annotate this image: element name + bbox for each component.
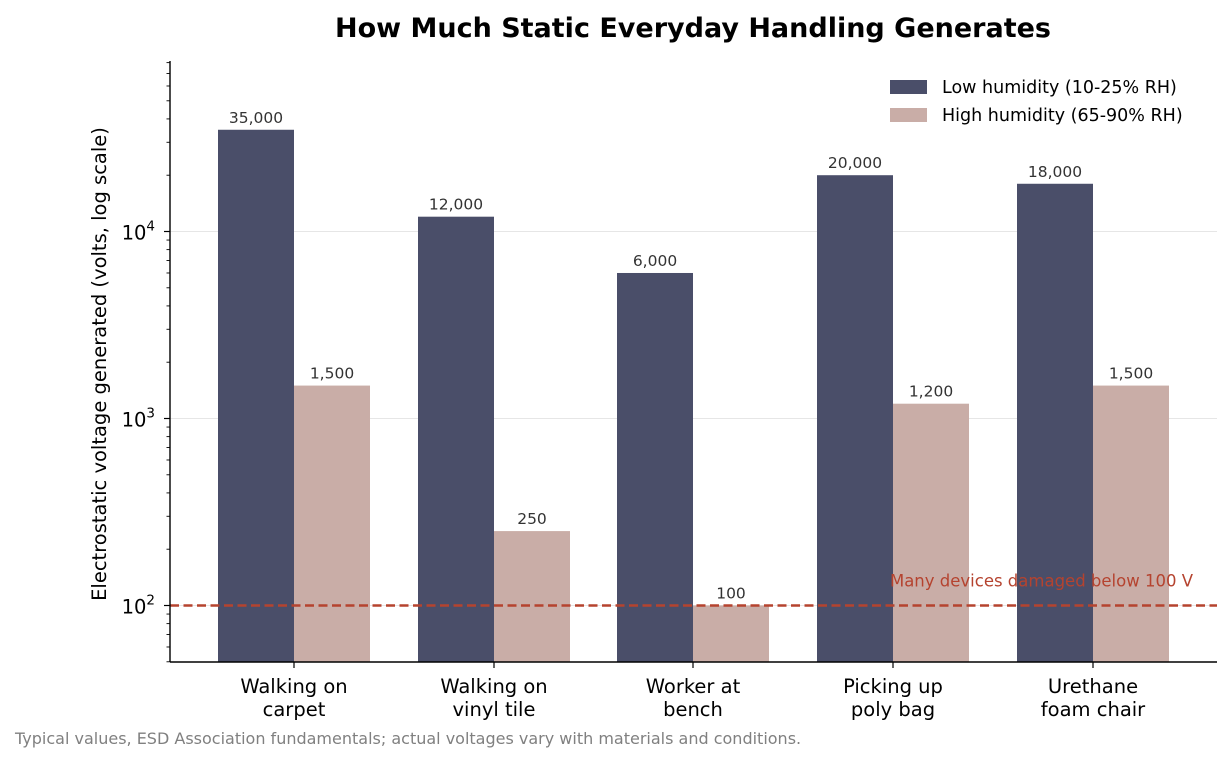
bar <box>494 531 570 662</box>
legend-swatch <box>890 108 927 122</box>
x-tick-label: foam chair <box>1041 698 1146 721</box>
bar <box>1017 183 1093 662</box>
bar <box>218 129 294 662</box>
data-label: 1,200 <box>909 383 953 401</box>
data-label: 100 <box>716 585 746 603</box>
y-tick-exponent: 4 <box>146 219 155 235</box>
x-tick-label: vinyl tile <box>453 698 536 721</box>
x-tick-label: Urethane <box>1048 675 1138 698</box>
data-label: 20,000 <box>828 154 882 172</box>
data-label: 1,500 <box>1109 365 1153 383</box>
x-tick-label: carpet <box>263 698 326 721</box>
data-label: 250 <box>517 510 547 528</box>
y-tick-base: 10 <box>122 409 147 432</box>
footnote: Typical values, ESD Association fundamen… <box>14 729 801 748</box>
bar <box>294 385 370 662</box>
data-labels: 35,000 12,000 6,000 20,000 18,000 1,500 250 100… <box>229 109 1153 603</box>
bars <box>218 129 1169 662</box>
legend-label: High humidity (65-90% RH) <box>942 106 1183 126</box>
data-label: 12,000 <box>429 196 483 214</box>
x-tick-label: Walking on <box>440 675 547 698</box>
y-tick-label: 102 <box>122 593 155 619</box>
y-tick-base: 10 <box>122 222 147 245</box>
y-tick-base: 10 <box>122 596 147 619</box>
bar <box>1093 385 1169 662</box>
chart-title: How Much Static Everyday Handling Genera… <box>335 13 1051 44</box>
data-label: 18,000 <box>1028 163 1082 181</box>
bar <box>817 175 893 662</box>
x-tick-label: Worker at <box>646 675 741 698</box>
data-label: 1,500 <box>310 365 354 383</box>
x-tick-label: Picking up <box>843 675 943 698</box>
reference-line-group: Many devices damaged below 100 V <box>170 572 1217 607</box>
y-tick-label: 104 <box>122 219 155 245</box>
x-tick-label: poly bag <box>851 698 935 721</box>
bar <box>418 216 494 662</box>
bar <box>693 605 769 662</box>
legend-swatch <box>890 80 927 94</box>
bar <box>893 403 969 662</box>
y-tick-exponent: 2 <box>146 593 155 609</box>
reference-line-label: Many devices damaged below 100 V <box>890 572 1194 591</box>
y-tick-label: 103 <box>122 406 155 432</box>
data-label: 6,000 <box>633 252 677 270</box>
bar <box>617 272 693 662</box>
data-label: 35,000 <box>229 109 283 127</box>
y-tick-exponent: 3 <box>146 406 155 422</box>
x-tick-label: Walking on <box>240 675 347 698</box>
x-tick-label: bench <box>663 698 723 721</box>
legend: Low humidity (10-25% RH) High humidity (6… <box>890 78 1183 126</box>
y-axis-label: Electrostatic voltage generated (volts, … <box>88 127 111 601</box>
legend-label: Low humidity (10-25% RH) <box>942 78 1177 98</box>
